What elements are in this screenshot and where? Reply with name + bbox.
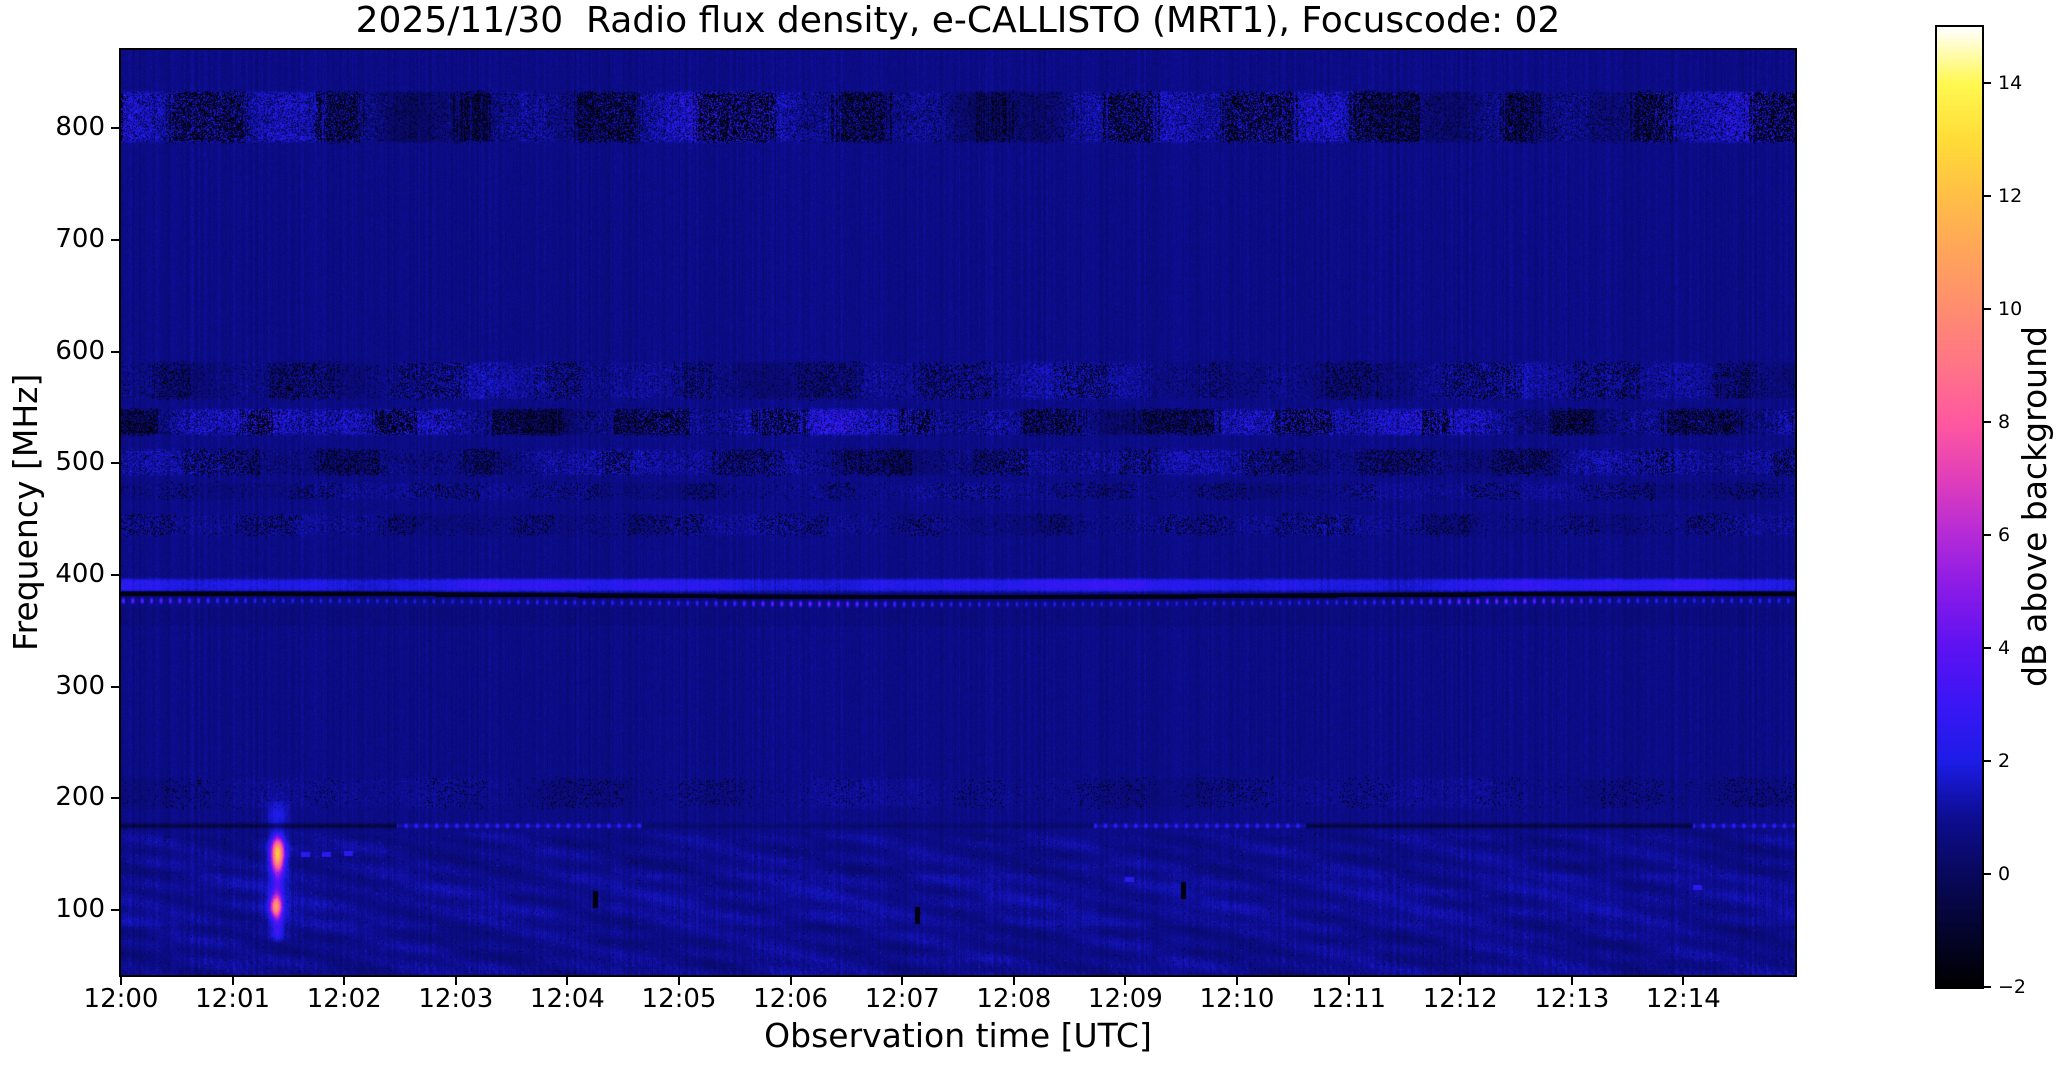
colorbar-label: dB above background — [2015, 326, 2054, 688]
cb-tick-label: 10 — [1998, 298, 2023, 321]
x-tick-label: 12:03 — [418, 984, 494, 1014]
x-tick — [1459, 977, 1462, 985]
y-tick — [111, 350, 119, 353]
y-tick-label: 200 — [55, 782, 105, 813]
cb-tick-label: 2 — [1998, 750, 2011, 773]
cb-tick-label: 6 — [1998, 524, 2011, 547]
x-tick — [343, 977, 346, 985]
x-tick-label: 12:12 — [1422, 984, 1498, 1014]
cb-tick — [1984, 760, 1991, 763]
cb-tick — [1984, 82, 1991, 85]
x-tick-label: 12:07 — [864, 984, 940, 1014]
y-tick — [111, 238, 119, 241]
y-tick — [111, 797, 119, 800]
x-tick — [1682, 977, 1685, 985]
x-tick — [566, 977, 569, 985]
cb-tick-label: 0 — [1998, 863, 2011, 886]
y-tick-label: 800 — [55, 112, 105, 143]
x-tick — [1570, 977, 1573, 985]
x-tick — [231, 977, 234, 985]
y-tick-label: 100 — [55, 894, 105, 925]
cb-tick — [1984, 873, 1991, 876]
x-tick — [454, 977, 457, 985]
x-tick-label: 12:06 — [753, 984, 829, 1014]
y-tick-label: 500 — [55, 447, 105, 478]
cb-tick-label: 8 — [1998, 411, 2011, 434]
x-tick-label: 12:11 — [1311, 984, 1387, 1014]
x-tick — [1124, 977, 1127, 985]
cb-tick-label: −2 — [1998, 976, 2027, 998]
cb-tick — [1984, 647, 1991, 650]
cb-tick — [1984, 421, 1991, 424]
plot-title: 2025/11/30 Radio flux density, e-CALLIST… — [355, 0, 1561, 41]
cb-tick — [1984, 308, 1991, 311]
x-tick-label: 12:13 — [1534, 984, 1610, 1014]
x-tick-label: 12:04 — [529, 984, 605, 1014]
x-tick-label: 12:10 — [1199, 984, 1275, 1014]
cb-tick-label: 14 — [1998, 72, 2023, 95]
cb-tick — [1984, 986, 1991, 988]
x-tick — [1236, 977, 1238, 985]
y-tick — [111, 909, 119, 912]
x-tick-label: 12:08 — [976, 984, 1052, 1014]
cb-tick — [1984, 534, 1991, 537]
y-tick — [111, 685, 119, 688]
x-tick-label: 12:02 — [306, 984, 382, 1014]
y-tick — [111, 574, 119, 577]
x-tick-label: 12:14 — [1645, 984, 1721, 1014]
y-tick — [111, 127, 119, 130]
colorbar — [1935, 25, 1984, 989]
x-axis-label: Observation time [UTC] — [764, 1016, 1152, 1055]
y-tick-label: 300 — [55, 670, 105, 701]
y-tick — [111, 462, 119, 465]
x-tick — [789, 977, 792, 985]
cb-tick-label: 4 — [1998, 637, 2011, 660]
x-tick — [1347, 977, 1350, 985]
spectrogram-canvas — [121, 50, 1795, 975]
x-tick-label: 12:01 — [195, 984, 271, 1014]
y-tick-label: 600 — [55, 335, 105, 366]
cb-tick-label: 12 — [1998, 185, 2023, 208]
x-tick — [120, 977, 122, 985]
x-tick — [678, 977, 680, 985]
x-tick-label: 12:09 — [1087, 984, 1163, 1014]
cb-tick — [1984, 195, 1991, 198]
y-tick-label: 400 — [55, 559, 105, 590]
x-tick — [1012, 977, 1015, 985]
x-tick-label: 12:05 — [641, 984, 717, 1014]
x-tick-label: 12:00 — [83, 984, 159, 1014]
colorbar-canvas — [1937, 27, 1982, 987]
y-tick-label: 700 — [55, 223, 105, 254]
x-tick — [901, 977, 904, 985]
plot-area — [119, 48, 1797, 977]
